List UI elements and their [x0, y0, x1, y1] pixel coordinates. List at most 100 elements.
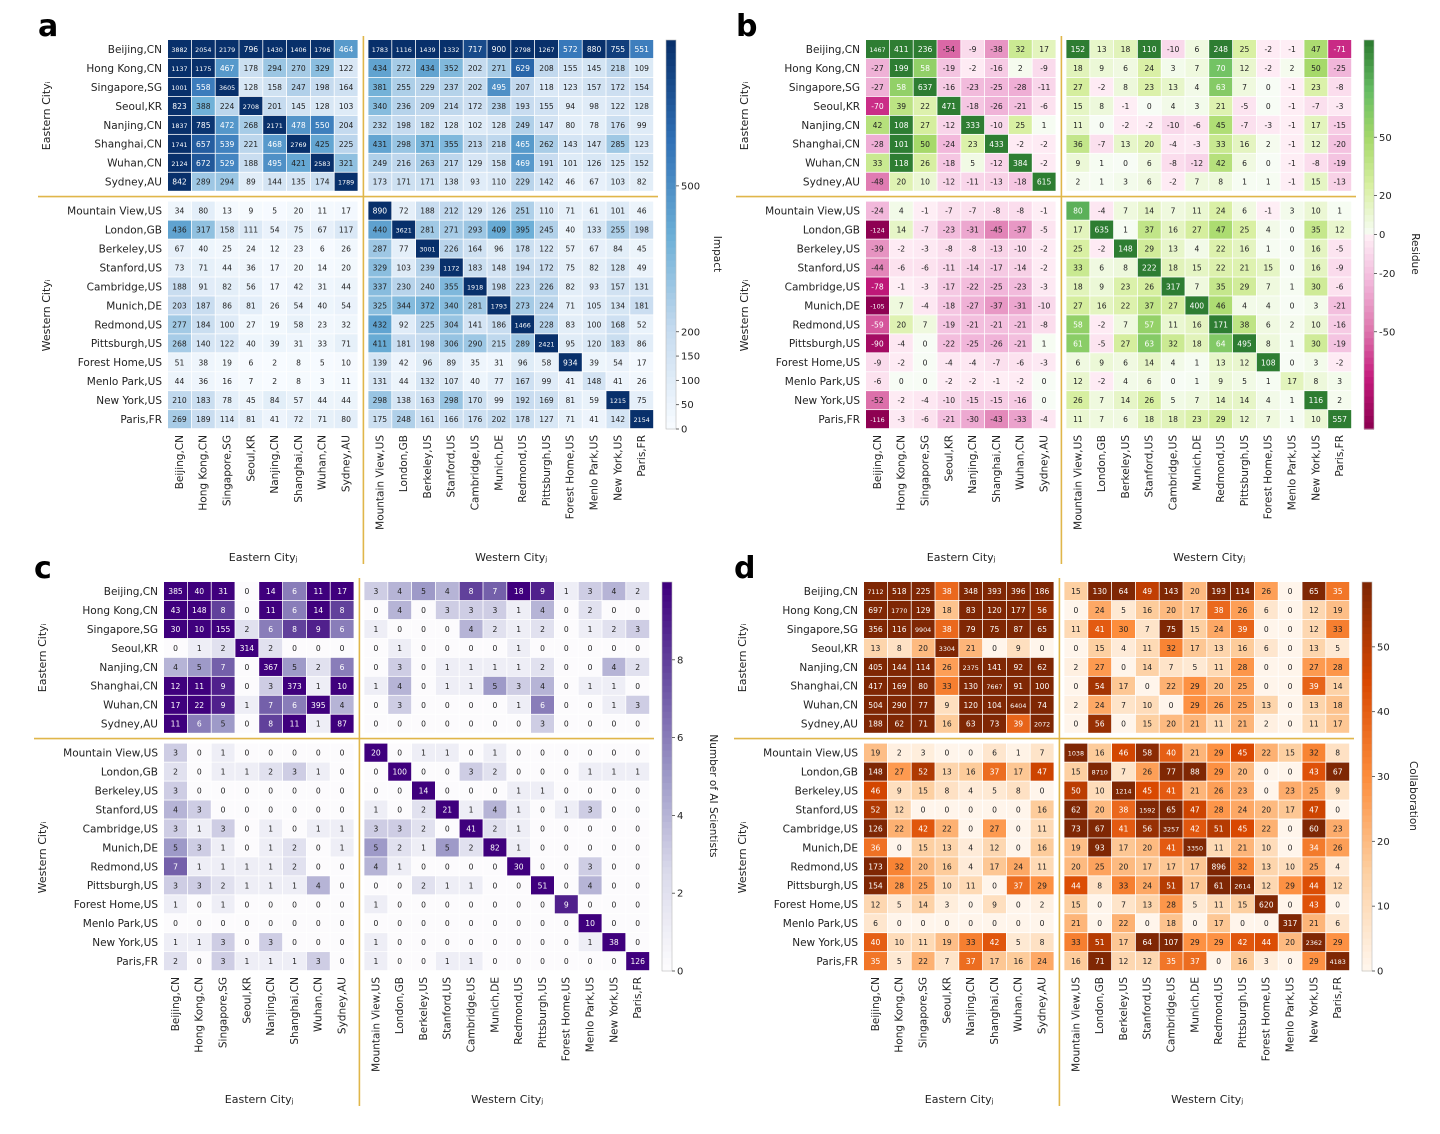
cell-value: 1837: [171, 122, 187, 130]
row-tick-label: Menlo Park,US: [783, 918, 859, 930]
heatmap-cell: [215, 40, 239, 59]
heatmap-cell: [1161, 77, 1185, 97]
cell-value: 71: [341, 339, 351, 348]
cell-value: 1: [1042, 121, 1047, 130]
heatmap-cell: [334, 220, 358, 239]
cell-value: 1: [373, 625, 378, 634]
cell-value: 46: [1119, 749, 1129, 758]
heatmap-cell: [215, 172, 239, 191]
cell-value: 14: [419, 787, 429, 796]
row-tick-label: Pittsburgh,US: [87, 880, 159, 892]
colorbar-segment: [662, 776, 672, 784]
cell-value: 155: [563, 64, 578, 73]
cell-value: 900: [492, 45, 507, 54]
cell-value: 8: [292, 625, 297, 634]
cell-value: 17: [1013, 768, 1023, 777]
colorbar-segment: [1362, 945, 1372, 953]
cell-value: 58: [294, 320, 304, 329]
heatmap-cell: [1114, 77, 1137, 97]
col-tick-label: Forest Home,US: [561, 977, 573, 1062]
cell-value: -2: [898, 358, 906, 367]
cell-value: 0: [1169, 701, 1174, 710]
cell-value: 785: [196, 121, 211, 130]
colorbar-segment: [662, 893, 672, 901]
heatmap-cell: [1185, 40, 1209, 59]
cell-value: 35: [1333, 587, 1343, 596]
cell-value: 1: [292, 881, 297, 890]
cell-value: 518: [892, 587, 907, 596]
cell-value: 11: [266, 606, 276, 615]
cell-value: 0: [421, 625, 426, 634]
row-tick-label: Beijing,CN: [104, 586, 158, 598]
heatmap-cell: [191, 172, 215, 191]
cell-value: 2: [221, 881, 226, 890]
colorbar-segment: [662, 620, 672, 628]
cell-value: -3: [1040, 358, 1048, 367]
cell-value: 11: [966, 881, 976, 890]
cell-value: 92: [399, 320, 409, 329]
cell-value: 114: [1235, 587, 1250, 596]
cell-value: 7: [1194, 178, 1199, 187]
cell-value: 0: [1288, 625, 1293, 634]
cell-value: 5: [421, 587, 426, 596]
heatmap-cell: [215, 58, 239, 78]
cell-value: 0: [421, 682, 426, 691]
cell-value: 120: [587, 339, 602, 348]
cell-value: 2: [316, 663, 321, 672]
cell-value: 58: [542, 358, 552, 367]
heatmap-cell: [463, 115, 487, 134]
cell-value: 9: [248, 207, 253, 216]
cell-value: 395: [311, 701, 326, 710]
heatmap-cell: [215, 353, 239, 372]
heatmap-cell: [439, 239, 463, 258]
cell-value: -21: [1014, 320, 1027, 329]
cell-value: 80: [341, 415, 351, 424]
cell-value: -3: [921, 282, 929, 291]
cell-value: 62: [894, 720, 904, 729]
cell-value: 0: [516, 768, 521, 777]
cell-value: 99: [637, 121, 647, 130]
cell-value: 289: [196, 178, 211, 187]
heatmap-cell: [487, 115, 511, 134]
cell-value: 4: [540, 606, 545, 615]
heatmap-cell: [1137, 77, 1161, 97]
cell-value: 3: [316, 957, 321, 966]
cell-value: 1: [492, 749, 497, 758]
cell-value: 127: [539, 415, 554, 424]
colorbar-segment: [1364, 85, 1374, 93]
colorbar-segment: [1362, 815, 1372, 823]
col-tick-label: Shanghai,CN: [293, 435, 305, 503]
colorbar-segment: [666, 130, 676, 138]
x-group-label-western: Western Cityⱼ: [1173, 551, 1245, 564]
heatmap-cell: [334, 153, 358, 172]
heatmap-cell: [535, 220, 558, 239]
cell-value: -25: [990, 282, 1003, 291]
cell-value: 0: [373, 919, 378, 928]
cell-value: -2: [1098, 83, 1106, 92]
cell-value: 1: [316, 824, 321, 833]
cell-value: 1: [1242, 178, 1247, 187]
cell-value: 1: [516, 843, 521, 852]
cell-value: -25: [966, 339, 979, 348]
heatmap-cell: [1137, 115, 1161, 134]
heatmap-cell: [239, 220, 263, 239]
cell-value: 13: [871, 644, 881, 653]
cell-value: 3: [1264, 957, 1269, 966]
cell-value: 1: [316, 720, 321, 729]
cell-value: 13: [942, 768, 952, 777]
cell-value: 58: [1073, 320, 1083, 329]
cell-value: 1: [1016, 749, 1021, 758]
cell-value: -10: [1167, 45, 1180, 54]
cell-value: 171: [1213, 320, 1228, 329]
heatmap-cell: [168, 296, 191, 315]
cell-value: 24: [1095, 606, 1105, 615]
cell-value: -8: [993, 207, 1001, 216]
cell-value: 13: [1168, 83, 1178, 92]
col-tick-label: Forest Home,US: [1263, 435, 1275, 520]
cell-value: 2: [492, 768, 497, 777]
cell-value: 240: [420, 282, 435, 291]
colorbar-segment: [662, 594, 672, 603]
heatmap-cell: [582, 372, 606, 391]
heatmap-cell: [937, 58, 961, 78]
cell-value: 465: [515, 140, 530, 149]
